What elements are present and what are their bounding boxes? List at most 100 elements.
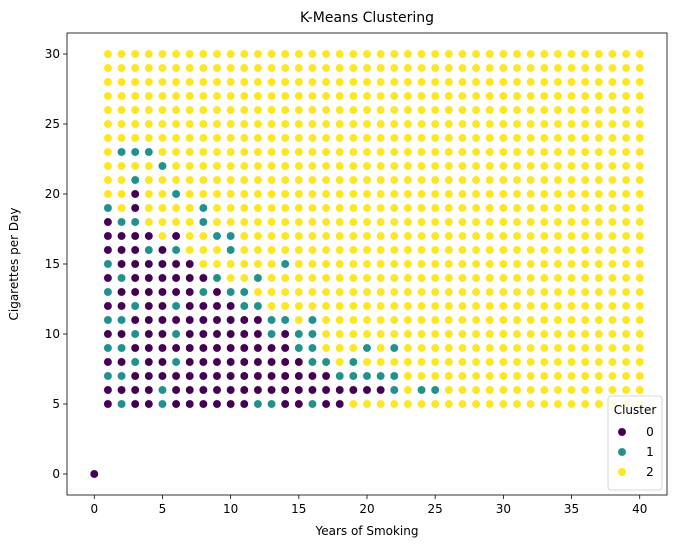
point-cluster-2 (294, 189, 304, 199)
point-cluster-0 (117, 245, 127, 255)
point-cluster-0 (130, 385, 140, 395)
point-cluster-2 (567, 77, 576, 87)
point-cluster-0 (185, 357, 195, 367)
point-cluster-0 (185, 343, 195, 353)
point-cluster-1 (144, 147, 154, 157)
point-cluster-2 (335, 259, 345, 269)
point-cluster-2 (267, 217, 276, 227)
point-cluster-2 (471, 385, 481, 395)
point-cluster-2 (621, 259, 631, 269)
point-cluster-0 (212, 371, 222, 381)
point-cluster-2 (430, 399, 440, 409)
point-cluster-2 (185, 49, 195, 59)
point-cluster-2 (321, 203, 331, 213)
point-cluster-1 (226, 231, 236, 241)
point-cluster-2 (444, 231, 454, 241)
point-cluster-0 (280, 357, 290, 367)
point-cluster-0 (130, 343, 140, 353)
point-cluster-2 (580, 343, 590, 353)
point-cluster-2 (471, 77, 481, 87)
point-cluster-1 (253, 273, 263, 283)
point-cluster-2 (417, 105, 426, 115)
point-cluster-2 (594, 203, 604, 213)
point-cluster-2 (158, 175, 167, 185)
point-cluster-2 (580, 357, 590, 367)
point-cluster-0 (226, 371, 236, 381)
point-cluster-2 (267, 189, 276, 199)
point-cluster-2 (130, 161, 140, 171)
point-cluster-0 (144, 343, 154, 353)
point-cluster-2 (185, 105, 195, 115)
point-cluster-2 (239, 217, 249, 227)
point-cluster-2 (362, 217, 372, 227)
point-cluster-2 (362, 231, 372, 241)
point-cluster-2 (485, 259, 495, 269)
point-cluster-2 (498, 133, 508, 143)
point-cluster-2 (458, 77, 467, 87)
point-cluster-2 (239, 105, 249, 115)
point-cluster-2 (376, 245, 386, 255)
point-cluster-1 (348, 371, 358, 381)
point-cluster-2 (226, 147, 236, 157)
point-cluster-2 (621, 91, 631, 101)
point-cluster-2 (430, 259, 440, 269)
point-cluster-2 (498, 189, 508, 199)
point-cluster-2 (580, 161, 590, 171)
point-cluster-1 (158, 399, 167, 409)
point-cluster-0 (103, 329, 113, 339)
point-cluster-2 (103, 147, 113, 157)
point-cluster-0 (117, 385, 127, 395)
point-cluster-2 (498, 119, 508, 129)
point-cluster-2 (226, 217, 236, 227)
point-cluster-1 (103, 259, 113, 269)
point-cluster-2 (267, 63, 276, 73)
point-cluster-2 (485, 245, 495, 255)
point-cluster-2 (321, 287, 331, 297)
legend-title: Cluster (614, 403, 657, 417)
x-tick-label: 25 (428, 502, 443, 516)
point-cluster-2 (335, 315, 345, 325)
point-cluster-2 (158, 77, 167, 87)
point-cluster-2 (498, 399, 508, 409)
point-cluster-0 (171, 273, 181, 283)
point-cluster-2 (635, 175, 645, 185)
point-cluster-2 (376, 203, 386, 213)
point-cluster-2 (608, 119, 617, 129)
point-cluster-2 (498, 245, 508, 255)
point-cluster-2 (553, 91, 563, 101)
x-tick-label: 10 (223, 502, 238, 516)
point-cluster-0 (280, 343, 290, 353)
point-cluster-2 (239, 259, 249, 269)
point-cluster-0 (239, 357, 249, 367)
point-cluster-2 (103, 77, 113, 87)
point-cluster-2 (362, 245, 372, 255)
point-cluster-2 (376, 175, 386, 185)
point-cluster-1 (239, 301, 249, 311)
point-cluster-2 (512, 231, 522, 241)
point-cluster-2 (417, 133, 426, 143)
point-cluster-2 (621, 63, 631, 73)
point-cluster-0 (376, 385, 386, 395)
point-cluster-2 (567, 175, 576, 185)
point-cluster-2 (526, 343, 536, 353)
point-cluster-2 (403, 91, 413, 101)
point-cluster-2 (458, 133, 467, 143)
point-cluster-2 (512, 371, 522, 381)
point-cluster-2 (567, 133, 576, 143)
point-cluster-2 (526, 91, 536, 101)
point-cluster-0 (267, 343, 276, 353)
point-cluster-0 (239, 385, 249, 395)
point-cluster-2 (403, 329, 413, 339)
point-cluster-2 (198, 63, 208, 73)
point-cluster-2 (430, 77, 440, 87)
point-cluster-0 (185, 273, 195, 283)
point-cluster-2 (567, 231, 576, 241)
point-cluster-2 (635, 77, 645, 87)
point-cluster-2 (498, 231, 508, 241)
point-cluster-2 (185, 231, 195, 241)
legend-marker-1 (617, 447, 627, 457)
point-cluster-0 (171, 231, 181, 241)
point-cluster-2 (594, 189, 604, 199)
point-cluster-0 (226, 385, 236, 395)
point-cluster-2 (417, 259, 426, 269)
